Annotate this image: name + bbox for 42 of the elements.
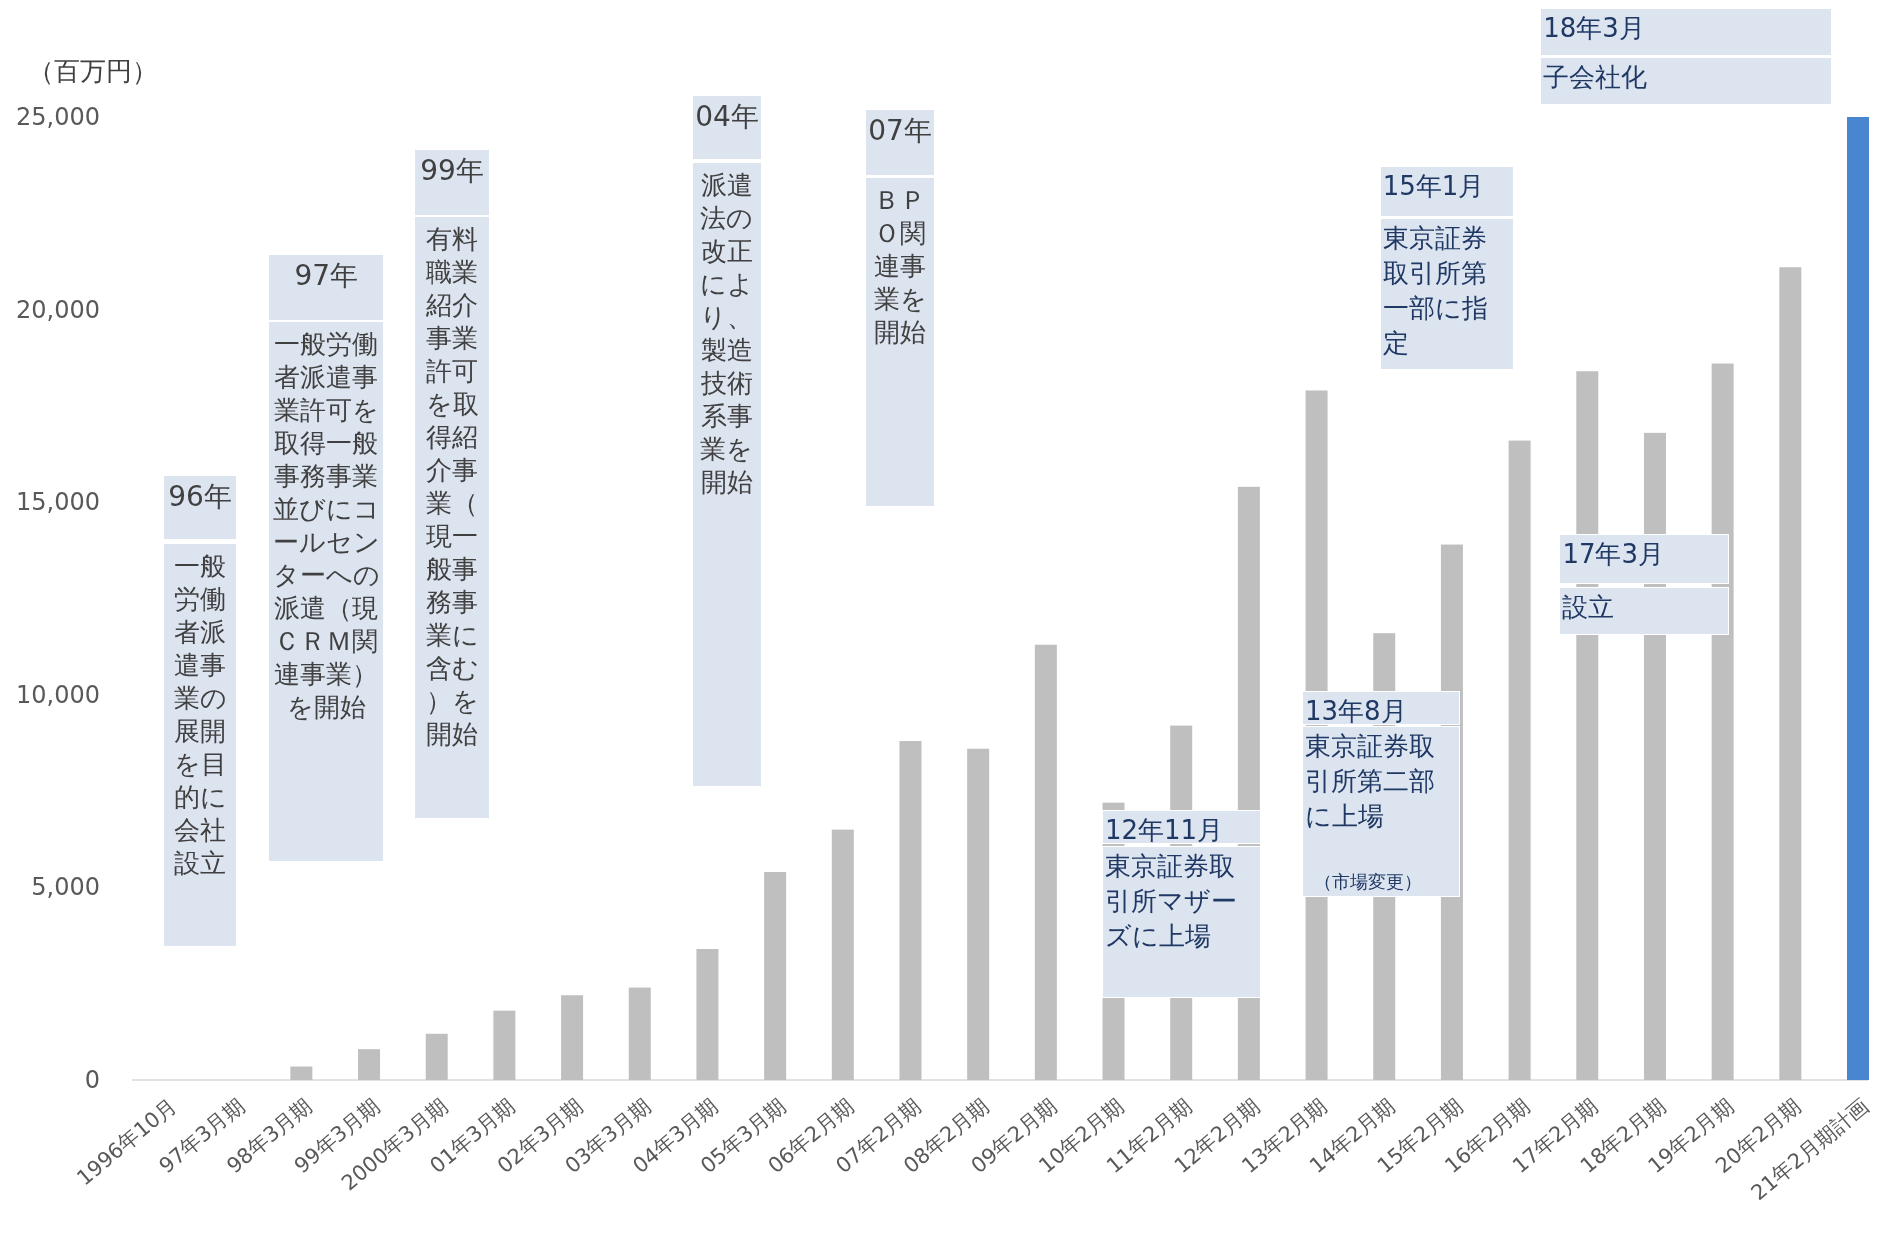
bar: [899, 741, 922, 1080]
note-box: 04年: [692, 94, 762, 161]
y-tick-label: 15,000: [16, 488, 100, 517]
bar: [425, 1033, 448, 1080]
y-tick-label: 5,000: [31, 873, 100, 902]
note-box: 設立: [1559, 586, 1730, 635]
bar: [628, 987, 651, 1080]
bar: [1779, 267, 1802, 1080]
note-box: 一般労働者派遣事業許可を取得一般事務事業並びにコールセンターへの派遣（現ＣＲＭ関連事業）を開始: [268, 321, 385, 863]
bar: [831, 829, 854, 1080]
note-box: 一般労働者派遣事業の展開を目的に会社設立: [162, 542, 238, 948]
y-axis-title: （百万円）: [28, 56, 158, 86]
bar: [290, 1066, 313, 1080]
y-tick-label: 10,000: [16, 680, 100, 709]
y-tick-label: 0: [84, 1066, 100, 1094]
bar: [967, 748, 990, 1080]
bar: [493, 1010, 516, 1080]
note-box: 派遣法の改正により、製造技術系事業を開始: [692, 161, 762, 787]
bar: [696, 949, 719, 1080]
annotation: （市場変更）: [1313, 869, 1423, 894]
note-box: 99年: [414, 148, 490, 216]
note-box: 東京証券取引所マザーズに上場: [1101, 845, 1262, 998]
bar: [764, 871, 787, 1080]
y-tick-label: 25,000: [16, 103, 100, 131]
bar: [1847, 117, 1869, 1080]
bar: [358, 1049, 381, 1080]
note-box: 17年3月: [1559, 534, 1730, 585]
note-box: 12年11月: [1101, 809, 1262, 845]
note-box: 15年1月: [1379, 166, 1514, 217]
note-box: 13年8月: [1301, 691, 1460, 725]
note-box: 07年: [864, 109, 936, 177]
bar: [561, 995, 584, 1080]
y-tick-label: 20,000: [16, 295, 100, 324]
bar: [1508, 440, 1531, 1080]
note-box: 東京証券取引所第一部に指定: [1379, 217, 1514, 371]
note-box: 18年3月: [1540, 8, 1833, 57]
bar: [1034, 644, 1057, 1080]
note-box: 96年: [162, 475, 238, 541]
note-box: 97年: [268, 253, 385, 321]
note-box: 子会社化: [1540, 57, 1833, 106]
note-box: ＢＰＯ関連事業を開始: [864, 177, 936, 507]
note-box: 有料職業紹介事業許可を取得紹介事業（現一般事務事業に含む）を開始: [414, 215, 490, 820]
